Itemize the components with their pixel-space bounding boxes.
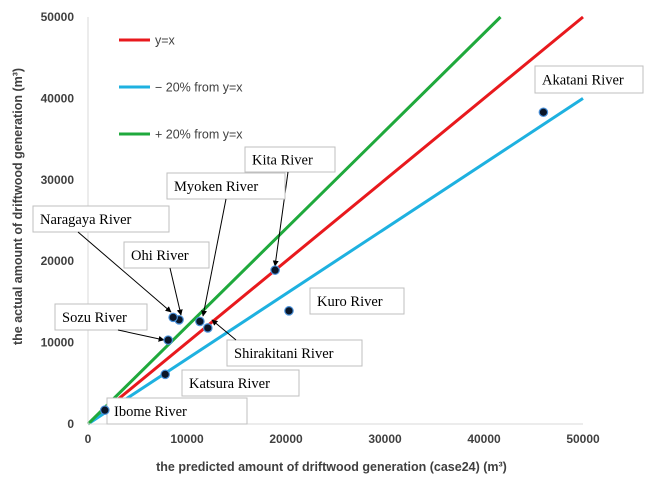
legend: y=x − 20% from y=x + 20% from y=x: [119, 34, 243, 142]
callout-box: [534, 65, 644, 94]
legend-label-3: + 20% from y=x: [155, 128, 243, 142]
callout-box: [181, 369, 300, 397]
callout-box: [309, 287, 405, 315]
data-points: [100, 107, 549, 415]
legend-label-2: − 20% from y=x: [155, 81, 243, 95]
callout-arrow: [117, 329, 165, 342]
y-axis-ticks: 0 10000 20000 30000 40000 50000: [41, 10, 75, 431]
y-tick-label: 40000: [41, 91, 75, 105]
callout-box: [244, 146, 336, 173]
callouts: Akatani River Kita River Kuro River Myoken …: [32, 65, 644, 425]
reference-line-3: [86, 15, 502, 426]
x-tick-label: 50000: [566, 432, 600, 446]
y-tick-label: 0: [67, 417, 74, 431]
callout-label: Sozu River: [62, 310, 127, 326]
data-point: [202, 323, 213, 333]
y-tick-label: 30000: [41, 173, 75, 187]
x-tick-label: 30000: [368, 432, 402, 446]
data-point: [168, 312, 178, 323]
y-tick-label: 50000: [41, 10, 75, 24]
callout-label: Ohi River: [131, 248, 189, 264]
x-tick-label: 20000: [269, 432, 303, 446]
data-point: [100, 405, 110, 415]
callout-box: [226, 339, 363, 367]
callout-label: Shirakitani River: [234, 346, 334, 362]
data-point: [163, 335, 173, 345]
callout-arrow: [201, 198, 227, 317]
callout-label: Akatani River: [542, 73, 624, 89]
callout-label: Myoken River: [174, 179, 258, 195]
legend-label-1: y=x: [155, 34, 176, 48]
x-tick-label: 40000: [467, 432, 501, 446]
reference-line-2: [87, 97, 584, 426]
reference-line-1: [87, 15, 584, 426]
callout-label: Kuro River: [317, 294, 383, 310]
callout-arrow: [169, 267, 183, 316]
data-point: [270, 265, 280, 275]
y-tick-label: 10000: [41, 336, 75, 350]
callout-label: Katsura River: [189, 376, 270, 392]
callout-arrow: [211, 319, 237, 341]
callout-label: Kita River: [252, 153, 313, 169]
y-tick-label: 20000: [41, 254, 75, 268]
data-point: [538, 107, 549, 118]
x-tick-label: 0: [85, 432, 92, 446]
data-point: [160, 369, 171, 380]
callout-arrow: [272, 171, 289, 267]
x-axis-ticks: 0 10000 20000 30000 40000 50000: [85, 432, 600, 446]
callout-box: [54, 303, 148, 331]
reference-lines: [86, 15, 584, 426]
data-point: [284, 306, 294, 316]
callout-label: Ibome River: [114, 404, 187, 420]
callout-box: [166, 172, 286, 200]
callout-box: [123, 241, 210, 269]
x-axis-title: the predicted amount of driftwood genera…: [156, 460, 507, 474]
callout-box: [32, 205, 170, 233]
data-point: [195, 316, 205, 327]
callout-arrow: [77, 231, 172, 313]
x-tick-label: 10000: [170, 432, 204, 446]
callout-box: [106, 397, 248, 425]
y-axis-title: the actual amount of driftwood generatio…: [11, 68, 25, 345]
callout-label: Naragaya River: [40, 212, 132, 228]
